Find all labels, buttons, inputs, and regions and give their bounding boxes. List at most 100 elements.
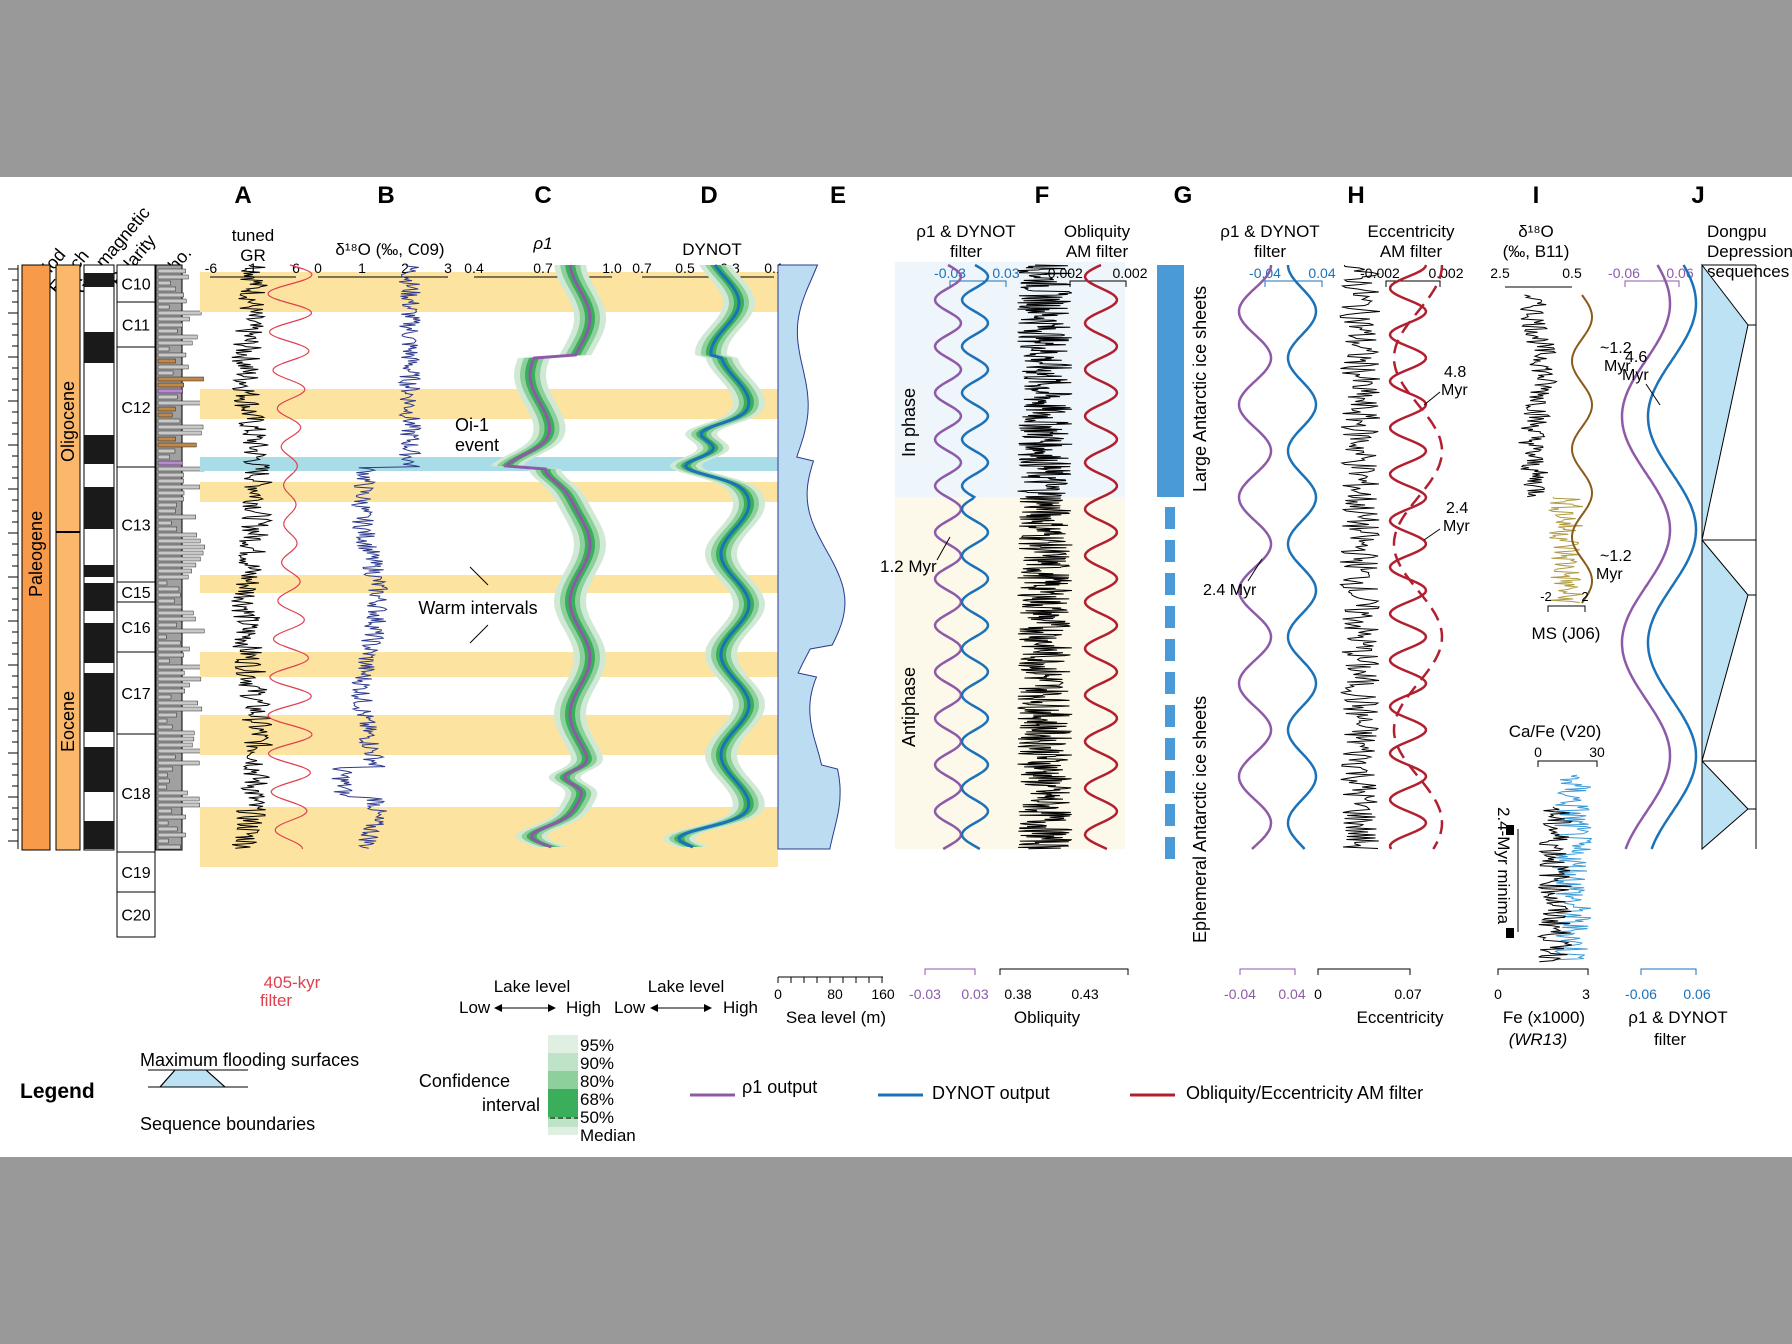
litho-bed bbox=[157, 748, 201, 754]
svg-text:3: 3 bbox=[444, 260, 452, 276]
svg-text:F: F bbox=[1035, 182, 1050, 209]
litho-bed bbox=[157, 772, 168, 778]
svg-text:MS (J06): MS (J06) bbox=[1532, 624, 1601, 643]
litho-bed bbox=[157, 838, 169, 844]
warm-band bbox=[200, 272, 778, 312]
svg-text:~1.2: ~1.2 bbox=[1600, 548, 1632, 565]
litho-bed bbox=[157, 718, 168, 724]
warm-band bbox=[200, 482, 778, 502]
litho-bed bbox=[157, 382, 184, 388]
chron-label: C18 bbox=[121, 786, 150, 803]
svg-text:interval: interval bbox=[482, 1095, 540, 1115]
svg-text:G: G bbox=[1174, 182, 1193, 209]
litho-bed bbox=[157, 298, 187, 304]
svg-text:2.4: 2.4 bbox=[1446, 500, 1468, 517]
litho-bed bbox=[157, 460, 183, 466]
polarity-block bbox=[84, 435, 114, 464]
litho-bed bbox=[157, 430, 202, 436]
litho-bed bbox=[157, 766, 173, 772]
ephemeral-dash bbox=[1165, 771, 1175, 793]
epoch-eocene: Eocene bbox=[58, 691, 78, 752]
svg-text:Eccentricity: Eccentricity bbox=[1368, 222, 1455, 241]
warm-band bbox=[200, 575, 778, 593]
litho-bed bbox=[157, 466, 205, 472]
svg-text:Fe (x1000): Fe (x1000) bbox=[1503, 1008, 1585, 1027]
svg-text:Myr: Myr bbox=[1596, 566, 1623, 583]
svg-text:J: J bbox=[1691, 182, 1704, 209]
ephemeral-dash bbox=[1165, 573, 1175, 595]
litho-bed bbox=[157, 640, 181, 646]
litho-bed bbox=[157, 484, 200, 490]
svg-text:3: 3 bbox=[1582, 986, 1590, 1002]
h-dynot-filter bbox=[1286, 264, 1318, 850]
panel-d: DYNOT 0.7 0.5 0.3 0.1 Lake level Low Hig… bbox=[614, 240, 784, 1017]
f-obliquity bbox=[1017, 264, 1073, 850]
litho-bed bbox=[157, 538, 201, 544]
svg-text:0.06: 0.06 bbox=[1683, 986, 1710, 1002]
svg-text:2: 2 bbox=[1581, 589, 1588, 604]
sequence-triangle bbox=[1701, 538, 1749, 762]
litho-bed bbox=[157, 340, 193, 346]
svg-text:0.03: 0.03 bbox=[992, 265, 1019, 281]
litho-bed bbox=[157, 562, 197, 568]
svg-text:ρ1: ρ1 bbox=[532, 234, 552, 253]
svg-text:H: H bbox=[1347, 182, 1364, 209]
ephemeral-ice-dashes bbox=[1165, 507, 1175, 859]
panel-a: tuned GR -6 1 6 405-kyr filter bbox=[205, 226, 321, 1010]
svg-text:Obliquity: Obliquity bbox=[1014, 1008, 1081, 1027]
svg-text:DYNOT: DYNOT bbox=[682, 240, 742, 259]
svg-text:Myr: Myr bbox=[1441, 382, 1468, 399]
svg-text:Depression: Depression bbox=[1707, 242, 1792, 261]
litho-bed bbox=[157, 634, 167, 640]
litho-bed bbox=[157, 352, 187, 358]
epoch-oligocene: Oligocene bbox=[58, 381, 78, 462]
ephemeral-dash bbox=[1165, 705, 1175, 727]
svg-text:filter: filter bbox=[1654, 1030, 1686, 1049]
chron-labels: C10 C11 C12 C13 C15 C16 C17 C18 C19 C20 bbox=[116, 264, 156, 938]
svg-text:1: 1 bbox=[358, 260, 366, 276]
svg-text:95%: 95% bbox=[580, 1036, 614, 1055]
litho-bed bbox=[157, 652, 184, 658]
svg-text:DYNOT output: DYNOT output bbox=[932, 1083, 1050, 1103]
svg-text:ρ1 & DYNOT: ρ1 & DYNOT bbox=[1628, 1008, 1727, 1027]
panel-i: δ¹⁸O (‰, B11) 2.5 0.5 ~1.2 Myr ~1.2 Myr … bbox=[1490, 222, 1631, 1049]
litho-bed bbox=[157, 808, 173, 814]
period-bar bbox=[21, 264, 51, 851]
svg-text:0: 0 bbox=[314, 260, 322, 276]
d18o-curve bbox=[331, 264, 422, 849]
svg-text:(‰, B11): (‰, B11) bbox=[1503, 242, 1570, 261]
chron-box bbox=[116, 651, 156, 735]
ephemeral-dash bbox=[1165, 639, 1175, 661]
litho-bed bbox=[157, 616, 196, 622]
svg-text:50%: 50% bbox=[580, 1108, 614, 1127]
svg-text:tuned: tuned bbox=[232, 226, 275, 245]
svg-text:80: 80 bbox=[827, 986, 843, 1002]
litho-bed bbox=[157, 406, 176, 412]
litho-bed bbox=[157, 454, 170, 460]
litho-bed bbox=[157, 292, 184, 298]
svg-text:0.5: 0.5 bbox=[675, 260, 695, 276]
polarity-block bbox=[84, 747, 114, 792]
litho-bed bbox=[157, 346, 170, 352]
svg-text:Warm intervals: Warm intervals bbox=[418, 598, 537, 618]
litho-bed bbox=[157, 676, 202, 682]
warm-band bbox=[200, 389, 778, 419]
svg-text:-0.03: -0.03 bbox=[934, 265, 966, 281]
litho-bed bbox=[157, 706, 203, 712]
litho-bed bbox=[157, 796, 200, 802]
svg-text:0: 0 bbox=[1534, 744, 1542, 760]
svg-text:Lake level: Lake level bbox=[494, 977, 571, 996]
chron-label: C11 bbox=[122, 318, 150, 335]
svg-text:-0.04: -0.04 bbox=[1224, 986, 1256, 1002]
svg-text:Oi-1: Oi-1 bbox=[455, 415, 489, 435]
h-eccentricity bbox=[1339, 264, 1381, 849]
h-am-filter bbox=[1388, 264, 1428, 850]
svg-text:Obliquity/Eccentricity AM filt: Obliquity/Eccentricity AM filter bbox=[1186, 1083, 1423, 1103]
svg-text:2.5: 2.5 bbox=[1490, 265, 1510, 281]
litho-bed bbox=[157, 394, 178, 400]
svg-text:δ¹⁸O: δ¹⁸O bbox=[1518, 222, 1554, 241]
svg-text:0.7: 0.7 bbox=[533, 260, 553, 276]
svg-text:0.43: 0.43 bbox=[1071, 986, 1098, 1002]
panel-b: δ¹⁸O (‰, C09) 0 1 2 3 Oi-1 event Warm in… bbox=[314, 240, 538, 849]
svg-text:2: 2 bbox=[401, 260, 409, 276]
